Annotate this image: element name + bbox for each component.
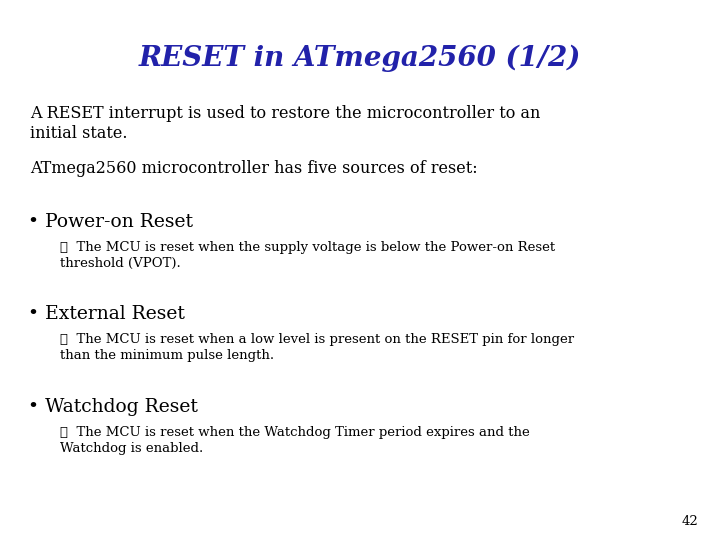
Text: than the minimum pulse length.: than the minimum pulse length.	[60, 349, 274, 362]
Text: • Watchdog Reset: • Watchdog Reset	[28, 398, 198, 416]
Text: ☐  The MCU is reset when a low level is present on the RESET pin for longer: ☐ The MCU is reset when a low level is p…	[60, 333, 574, 346]
Text: ☐  The MCU is reset when the Watchdog Timer period expires and the: ☐ The MCU is reset when the Watchdog Tim…	[60, 426, 530, 439]
Text: 42: 42	[681, 515, 698, 528]
Text: • External Reset: • External Reset	[28, 305, 185, 323]
Text: ATmega2560 microcontroller has five sources of reset:: ATmega2560 microcontroller has five sour…	[30, 160, 477, 177]
Text: threshold (VPOT).: threshold (VPOT).	[60, 257, 181, 270]
Text: ☐  The MCU is reset when the supply voltage is below the Power-on Reset: ☐ The MCU is reset when the supply volta…	[60, 241, 555, 254]
Text: • Power-on Reset: • Power-on Reset	[28, 213, 193, 231]
Text: initial state.: initial state.	[30, 125, 127, 142]
Text: A RESET interrupt is used to restore the microcontroller to an: A RESET interrupt is used to restore the…	[30, 105, 541, 122]
Text: Watchdog is enabled.: Watchdog is enabled.	[60, 442, 203, 455]
Text: RESET in ATmega2560 (1/2): RESET in ATmega2560 (1/2)	[139, 45, 581, 72]
